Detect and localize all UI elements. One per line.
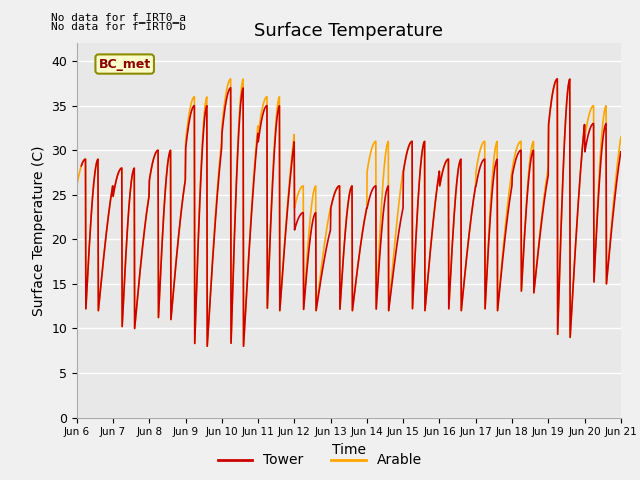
- Y-axis label: Surface Temperature (C): Surface Temperature (C): [31, 145, 45, 316]
- X-axis label: Time: Time: [332, 443, 366, 457]
- Text: No data for f_IRT0_a: No data for f_IRT0_a: [51, 12, 186, 23]
- Legend: Tower, Arable: Tower, Arable: [212, 448, 428, 473]
- Text: BC_met: BC_met: [99, 58, 151, 71]
- Text: No data for f̅IRT0̅b: No data for f̅IRT0̅b: [51, 22, 186, 32]
- Title: Surface Temperature: Surface Temperature: [254, 22, 444, 40]
